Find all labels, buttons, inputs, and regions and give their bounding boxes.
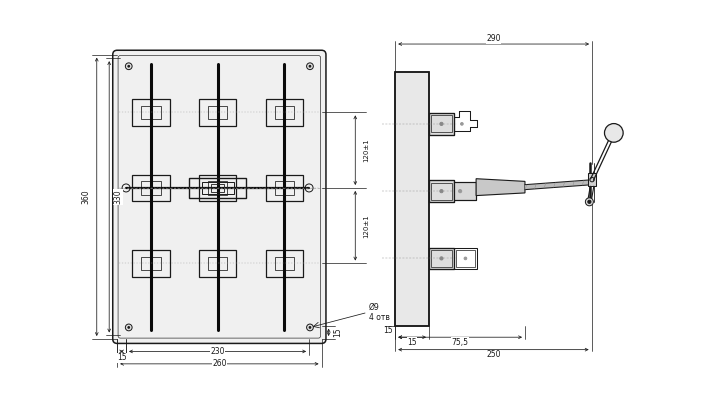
Bar [429, 180, 454, 202]
Bar [588, 173, 596, 186]
Bar [429, 113, 454, 135]
Bar [132, 175, 169, 201]
Bar [142, 105, 161, 119]
Bar [429, 248, 454, 269]
Bar [395, 72, 429, 326]
Text: 290: 290 [486, 34, 501, 43]
Text: 360: 360 [82, 190, 91, 204]
Circle shape [307, 324, 313, 331]
Circle shape [125, 324, 132, 331]
Text: 230: 230 [210, 347, 225, 356]
Circle shape [588, 200, 591, 204]
Polygon shape [476, 179, 525, 196]
Circle shape [440, 257, 443, 260]
Text: 15: 15 [333, 328, 342, 337]
Text: 75,5: 75,5 [452, 337, 468, 347]
Text: 260: 260 [212, 359, 227, 368]
Text: 120±1: 120±1 [363, 214, 369, 238]
Bar [132, 250, 169, 277]
Bar [132, 99, 169, 126]
Bar [199, 250, 236, 277]
Bar [265, 250, 303, 277]
Circle shape [307, 63, 313, 70]
Bar [429, 248, 454, 269]
Bar [202, 182, 234, 194]
Bar [189, 178, 246, 198]
Bar [275, 256, 294, 270]
Bar [456, 250, 475, 267]
Bar [395, 72, 429, 326]
Bar [429, 113, 454, 135]
Bar [431, 116, 452, 132]
Polygon shape [525, 180, 591, 190]
Circle shape [440, 190, 443, 193]
Bar [454, 182, 476, 200]
Circle shape [586, 198, 593, 206]
Text: 250: 250 [486, 350, 500, 359]
Bar [431, 183, 452, 199]
Circle shape [128, 66, 129, 67]
Circle shape [460, 123, 463, 125]
Bar [142, 181, 161, 195]
Bar [431, 250, 452, 267]
Bar [454, 182, 476, 200]
Bar [454, 248, 477, 269]
Bar [199, 175, 236, 201]
Text: 330: 330 [114, 190, 122, 204]
Bar [265, 99, 303, 126]
Bar [275, 181, 294, 195]
Bar [208, 256, 227, 270]
Bar [142, 256, 161, 270]
Bar [265, 175, 303, 201]
Bar [275, 105, 294, 119]
Bar [208, 105, 227, 119]
FancyBboxPatch shape [113, 50, 326, 344]
Text: 15: 15 [383, 326, 393, 335]
Circle shape [464, 257, 467, 260]
Circle shape [440, 122, 443, 125]
Bar [199, 99, 236, 126]
Circle shape [604, 124, 623, 142]
Circle shape [309, 326, 311, 328]
Text: 15: 15 [408, 337, 417, 347]
Bar [429, 180, 454, 202]
Circle shape [128, 326, 129, 328]
Text: Ø9
4 отв: Ø9 4 отв [369, 303, 390, 322]
Bar [212, 184, 224, 192]
Text: 15: 15 [117, 353, 127, 362]
Circle shape [458, 190, 462, 193]
Circle shape [309, 66, 311, 67]
Bar [208, 181, 227, 195]
Text: 120±1: 120±1 [363, 138, 369, 162]
Circle shape [125, 63, 132, 70]
